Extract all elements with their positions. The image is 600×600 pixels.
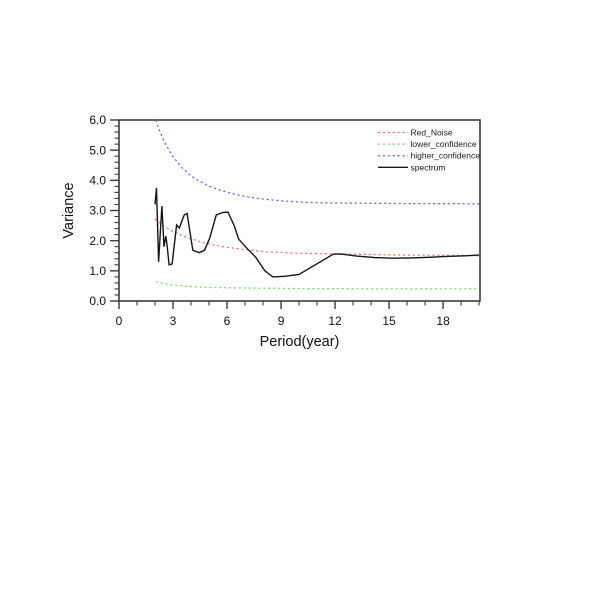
y-tick-label: 0.0 [89,294,106,308]
x-tick-label: 12 [328,314,342,328]
y-tick-label: 1.0 [89,264,106,278]
series-red_noise-line [154,218,480,257]
x-tick-label: 0 [116,314,123,328]
legend-label-lower_confidence: lower_confidence [411,139,477,149]
series-lower_confidence-line [155,281,480,290]
y-tick-label: 2.0 [89,234,106,248]
legend-label-red_noise: Red_Noise [411,128,453,138]
x-tick-label: 3 [170,314,177,328]
plot-area: 0 3 6 9 12 15 18 0.0 1.0 2.0 3.0 4.0 5.0 6.0 Red_Noise… [89,113,481,328]
y-axis-title: Variance [61,182,77,238]
x-tick-label: 9 [278,314,285,328]
spectrum-chart: 0 3 6 9 12 15 18 0.0 1.0 2.0 3.0 4.0 5.0 6.0 Red_Noise… [61,113,481,350]
y-tick-label: 6.0 [89,113,106,127]
x-tick-label: 18 [436,314,450,328]
y-tick-label: 5.0 [89,143,106,157]
legend-label-higher_confidence: higher_confidence [411,151,481,161]
x-tick-label: 6 [224,314,231,328]
x-tick-label: 15 [382,314,396,328]
series-spectrum-line [154,187,480,278]
legend-label-spectrum: spectrum [411,162,446,172]
y-tick-label: 3.0 [89,204,106,218]
y-tick-label: 4.0 [89,174,106,188]
x-axis-title: Period(year) [260,334,340,350]
